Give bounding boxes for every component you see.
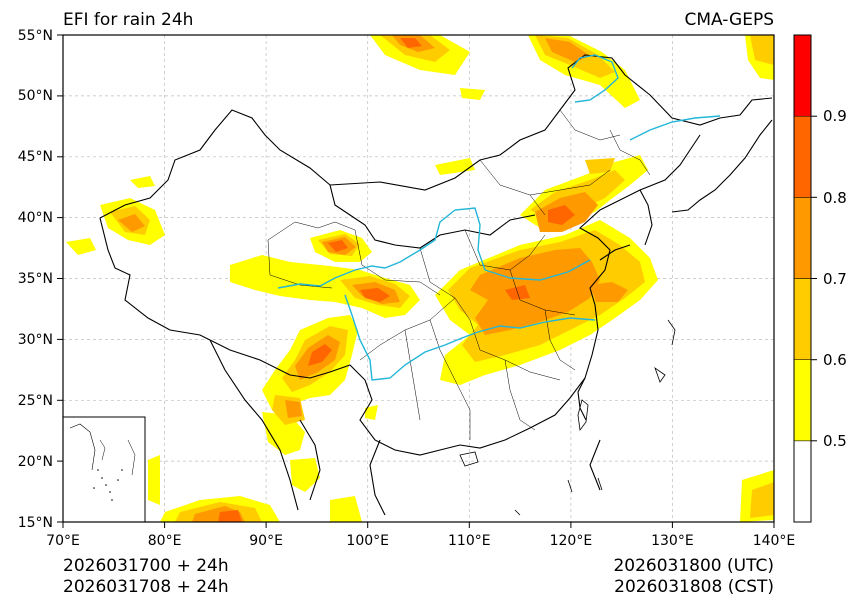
colorbar-label-0.9: 0.9 xyxy=(823,107,847,125)
islands xyxy=(459,319,676,516)
lon-label-90: 90°E xyxy=(249,533,283,549)
lon-label-130: 130°E xyxy=(651,533,694,549)
lat-label-25: 25°N xyxy=(18,393,53,409)
lat-tick-labels: 15°N 20°N 25°N 30°N 35°N 40°N 45°N 50°N … xyxy=(18,28,53,531)
colorbar-bin-0.4 xyxy=(793,440,812,523)
lat-label-40: 40°N xyxy=(18,210,53,226)
colorbar-bin-0.5 xyxy=(793,359,812,442)
lon-label-140: 140°E xyxy=(753,533,796,549)
lon-tick-labels: 70°E 80°E 90°E 100°E 110°E 120°E 130°E 1… xyxy=(46,533,795,549)
lat-label-55: 55°N xyxy=(18,28,53,44)
lon-label-120: 120°E xyxy=(550,533,593,549)
south-china-sea-inset xyxy=(62,416,146,523)
lat-label-45: 45°N xyxy=(18,149,53,165)
lat-label-35: 35°N xyxy=(18,271,53,287)
lon-label-80: 80°E xyxy=(148,533,182,549)
init-time-utc: 2026031700 + 24h xyxy=(63,556,229,576)
colorbar: 0.5 0.6 0.7 0.8 0.9 xyxy=(793,34,847,523)
lat-label-20: 20°N xyxy=(18,454,53,470)
init-time-cst: 2026031708 + 24h xyxy=(63,577,229,597)
colorbar-label-0.5: 0.5 xyxy=(823,432,847,450)
axis-ticks xyxy=(57,34,775,528)
lon-label-70: 70°E xyxy=(46,533,80,549)
lon-label-110: 110°E xyxy=(448,533,491,549)
map-gridlines xyxy=(63,35,774,522)
footer: 2026031700 + 24h 2026031708 + 24h 202603… xyxy=(63,556,774,597)
model-label: CMA-GEPS xyxy=(684,10,774,30)
colorbar-bins xyxy=(793,34,812,523)
colorbar-label-0.7: 0.7 xyxy=(823,270,847,288)
lat-label-15: 15°N xyxy=(18,515,53,531)
colorbar-label-0.6: 0.6 xyxy=(823,351,847,369)
lon-label-100: 100°E xyxy=(346,533,389,549)
colorbar-bin-0.9 xyxy=(793,34,812,117)
colorbar-label-0.8: 0.8 xyxy=(823,189,847,207)
colorbar-labels: 0.5 0.6 0.7 0.8 0.9 xyxy=(823,107,847,450)
colorbar-bin-0.7 xyxy=(793,197,812,279)
map-title: EFI for rain 24h xyxy=(63,10,193,30)
valid-time-cst: 2026031808 (CST) xyxy=(614,577,774,597)
province-borders xyxy=(267,109,651,440)
lat-label-30: 30°N xyxy=(18,332,53,348)
valid-time-utc: 2026031800 (UTC) xyxy=(613,556,774,576)
rivers xyxy=(277,54,721,381)
colorbar-bin-0.6 xyxy=(793,278,812,360)
lat-label-50: 50°N xyxy=(18,88,53,104)
colorbar-bin-0.8 xyxy=(793,115,812,198)
efi-contours-0.8 xyxy=(218,38,575,522)
colorbar-ticks xyxy=(811,115,817,442)
